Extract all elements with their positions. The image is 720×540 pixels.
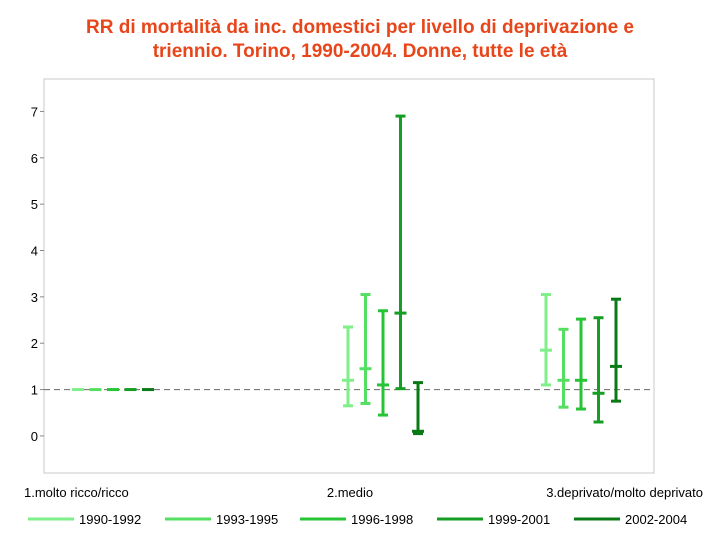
y-tick-label: 4 [31, 244, 38, 259]
legend-item: 1993-1995 [165, 512, 278, 527]
legend-label: 1996-1998 [351, 512, 413, 527]
chart-title-line-1: RR di mortalità da inc. domestici per li… [86, 17, 634, 38]
plot-frame [43, 78, 655, 474]
chart-title: RR di mortalità da inc. domestici per li… [20, 16, 700, 64]
legend-item: 1990-1992 [28, 512, 141, 527]
category-label: 3.deprivato/molto deprivato [546, 485, 703, 500]
error-bar [557, 327, 570, 409]
legend-item: 1996-1998 [300, 512, 413, 527]
error-bar [394, 114, 407, 391]
legend-item: 1999-2001 [437, 512, 550, 527]
y-tick-label: 1 [31, 383, 38, 398]
error-bar [359, 293, 372, 405]
category-labels: 1.molto ricco/ricco 2.medio 3.deprivato/mo… [24, 485, 703, 500]
legend-label: 1993-1995 [216, 512, 278, 527]
category-label: 1.molto ricco/ricco [24, 485, 129, 500]
error-bar [540, 293, 552, 387]
category-label: 2.medio [327, 485, 373, 500]
y-axis: 0 1 2 3 4 5 6 7 [31, 104, 44, 444]
legend-label: 1999-2001 [488, 512, 550, 527]
error-bar [610, 297, 622, 403]
error-bar [575, 317, 587, 411]
y-tick-label: 7 [31, 104, 38, 119]
error-bar [342, 325, 354, 408]
error-bar [377, 309, 389, 417]
y-tick-label: 6 [31, 151, 38, 166]
y-tick-label: 2 [31, 336, 38, 351]
y-tick-label: 0 [31, 429, 38, 444]
legend-label: 2002-2004 [625, 512, 687, 527]
y-tick-label: 3 [31, 290, 38, 305]
chart-title-line-2: triennio. Torino, 1990-2004. Donne, tutt… [152, 41, 568, 62]
error-bars [72, 114, 622, 436]
y-tick-label: 5 [31, 197, 38, 212]
legend: 1990-1992 1993-1995 1996-1998 1999-2001 2002… [28, 512, 687, 527]
legend-label: 1990-1992 [79, 512, 141, 527]
error-bar [592, 316, 605, 424]
legend-item: 2002-2004 [574, 512, 687, 527]
error-bar [412, 381, 424, 436]
